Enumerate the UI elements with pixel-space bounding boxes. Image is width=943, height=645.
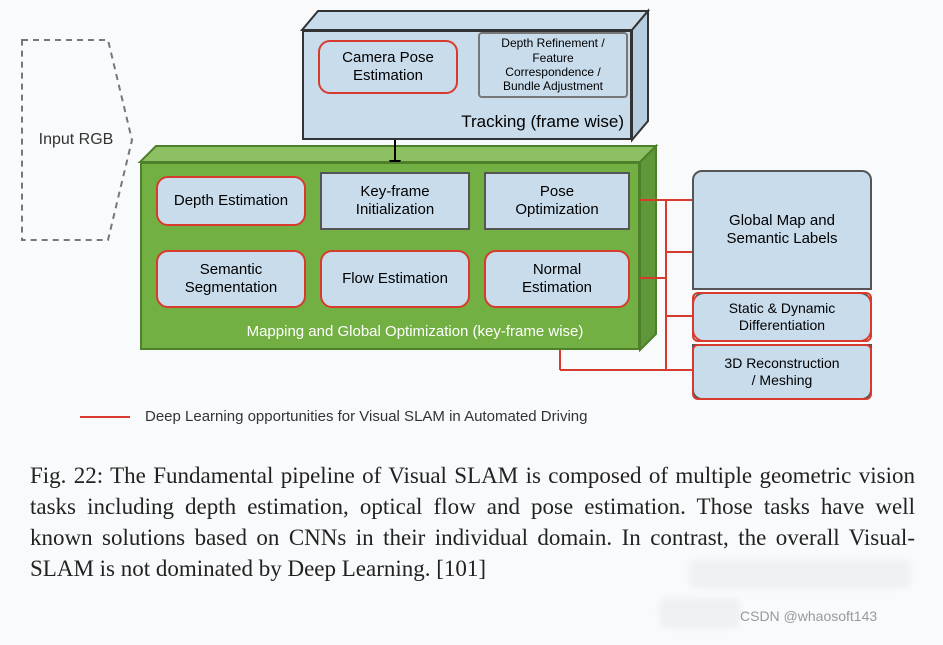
depth-text: Depth Estimation [174, 192, 288, 210]
o2-text: Static & Dynamic Differentiation [729, 300, 836, 334]
watermark: CSDN @whaosoft143 [740, 608, 877, 624]
tracking-camera-pose: Camera Pose Estimation [318, 40, 458, 94]
blur-patch-1 [690, 560, 910, 588]
keyframe-text: Key-frame Initialization [356, 183, 434, 219]
o1-text: Global Map and Semantic Labels [727, 212, 838, 248]
tracking-label: Tracking (frame wise) [400, 110, 630, 134]
tracking-label-text: Tracking (frame wise) [461, 112, 624, 132]
watermark-text: CSDN @whaosoft143 [740, 608, 877, 624]
refinement-text: Depth Refinement / Feature Correspondenc… [501, 36, 604, 94]
normal-estimation: Normal Estimation [484, 250, 630, 308]
flow-text: Flow Estimation [342, 270, 448, 288]
flow-estimation: Flow Estimation [320, 250, 470, 308]
legend-line [80, 416, 130, 418]
camera-pose-text: Camera Pose Estimation [342, 49, 434, 85]
input-rgb-text: Input RGB [39, 130, 114, 149]
mapping-label-text: Mapping and Global Optimization (key-fra… [247, 323, 584, 341]
input-rgb-label: Input RGB [22, 40, 130, 240]
o3-text: 3D Reconstruction / Meshing [724, 355, 839, 389]
output-3d-recon: 3D Reconstruction / Meshing [692, 344, 872, 400]
keyframe-init: Key-frame Initialization [320, 172, 470, 230]
legend-content: Deep Learning opportunities for Visual S… [145, 408, 587, 425]
output-global-map: Global Map and Semantic Labels [692, 170, 872, 290]
depth-estimation: Depth Estimation [156, 176, 306, 226]
pose-text: Pose Optimization [515, 183, 598, 219]
semantic-text: Semantic Segmentation [185, 261, 278, 297]
mapping-label: Mapping and Global Optimization (key-fra… [200, 320, 630, 344]
tracking-refinement: Depth Refinement / Feature Correspondenc… [478, 32, 628, 98]
normal-text: Normal Estimation [522, 261, 592, 297]
legend-text: Deep Learning opportunities for Visual S… [145, 408, 587, 425]
blur-patch-2 [660, 598, 740, 628]
output-static-dynamic-overlay: Static & Dynamic Differentiation [692, 292, 872, 342]
semantic-seg: Semantic Segmentation [156, 250, 306, 308]
pose-optimization: Pose Optimization [484, 172, 630, 230]
